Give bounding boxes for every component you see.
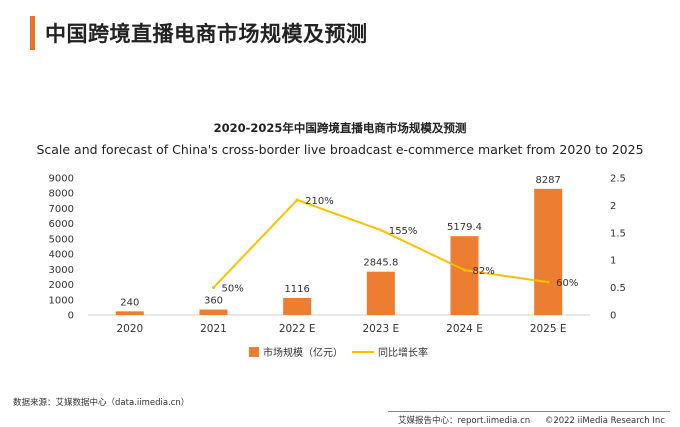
growth-rate-label: 60% <box>556 278 578 289</box>
y-right-tick-label: 1 <box>610 256 616 267</box>
x-tick-label: 2020 <box>116 323 143 335</box>
footer-copyright: ©2022 iiMedia Research Inc <box>544 416 665 426</box>
growth-rate-point <box>379 228 383 232</box>
x-tick-label: 2024 E <box>446 323 483 335</box>
growth-rate-label: 82% <box>473 266 495 277</box>
y-left-tick-label: 9000 <box>49 174 74 185</box>
x-tick-label: 2021 <box>200 323 227 335</box>
growth-rate-point <box>463 268 466 272</box>
y-right-tick-label: 2.5 <box>610 174 626 185</box>
data-source: 数据来源：艾媒数据中心（data.iimedia.cn） <box>13 398 190 408</box>
growth-rate-point <box>546 280 550 284</box>
x-tick-label: 2023 E <box>362 323 399 335</box>
y-left-tick-label: 3000 <box>49 265 74 276</box>
bar <box>366 271 395 315</box>
y-left-tick-label: 0 <box>68 311 74 322</box>
growth-rate-label: 210% <box>305 196 334 207</box>
growth-rate-point <box>212 286 215 290</box>
footer: 艾媒报告中心：report.iimedia.cn ©2022 iiMedia R… <box>398 414 677 426</box>
growth-rate-label: 155% <box>389 226 418 237</box>
bar-value-label: 240 <box>120 297 139 308</box>
y-left-tick-label: 6000 <box>49 219 74 230</box>
y-right-tick-label: 2 <box>610 201 616 212</box>
bar-value-label: 360 <box>204 296 223 307</box>
y-left-tick-label: 4000 <box>49 250 74 261</box>
page-title: 中国跨境直播电商市场规模及预测 <box>45 22 368 46</box>
x-tick-label: 2022 E <box>279 323 316 335</box>
bar <box>283 298 312 315</box>
footer-report: 艾媒报告中心：report.iimedia.cn <box>398 416 531 426</box>
y-right-tick-label: 0.5 <box>610 283 626 294</box>
y-left-tick-label: 1000 <box>49 295 74 306</box>
y-left-tick-label: 5000 <box>49 234 74 245</box>
bar-value-label: 5179.4 <box>447 222 482 233</box>
x-tick-label: 2025 E <box>530 323 567 335</box>
y-right-tick-label: 1.5 <box>610 228 626 239</box>
legend-swatch-bar <box>249 347 259 357</box>
chart-title-en: Scale and forecast of China's cross-bord… <box>36 142 644 157</box>
y-left-tick-label: 8000 <box>49 189 74 200</box>
y-right-tick-label: 0 <box>610 311 616 322</box>
bar <box>534 188 563 315</box>
legend-label-line: 同比增长率 <box>378 346 428 359</box>
y-left-tick-label: 2000 <box>49 280 74 291</box>
y-left-tick-label: 7000 <box>49 204 74 215</box>
chart-title-zh: 2020-2025年中国跨境直播电商市场规模及预测 <box>213 121 467 135</box>
legend-label-bar: 市场规模（亿元） <box>263 346 343 359</box>
growth-rate-point <box>295 198 299 202</box>
bar-value-label: 2845.8 <box>363 258 398 269</box>
bar <box>199 309 228 315</box>
bar <box>115 311 144 315</box>
bar-value-label: 1116 <box>284 284 309 295</box>
page-header: 中国跨境直播电商市场规模及预测 <box>30 16 368 50</box>
growth-rate-label: 50% <box>222 284 244 295</box>
bar-value-label: 8287 <box>535 175 560 186</box>
bar <box>450 236 479 315</box>
footer-divider <box>388 411 670 412</box>
header-accent-bar <box>30 16 35 50</box>
